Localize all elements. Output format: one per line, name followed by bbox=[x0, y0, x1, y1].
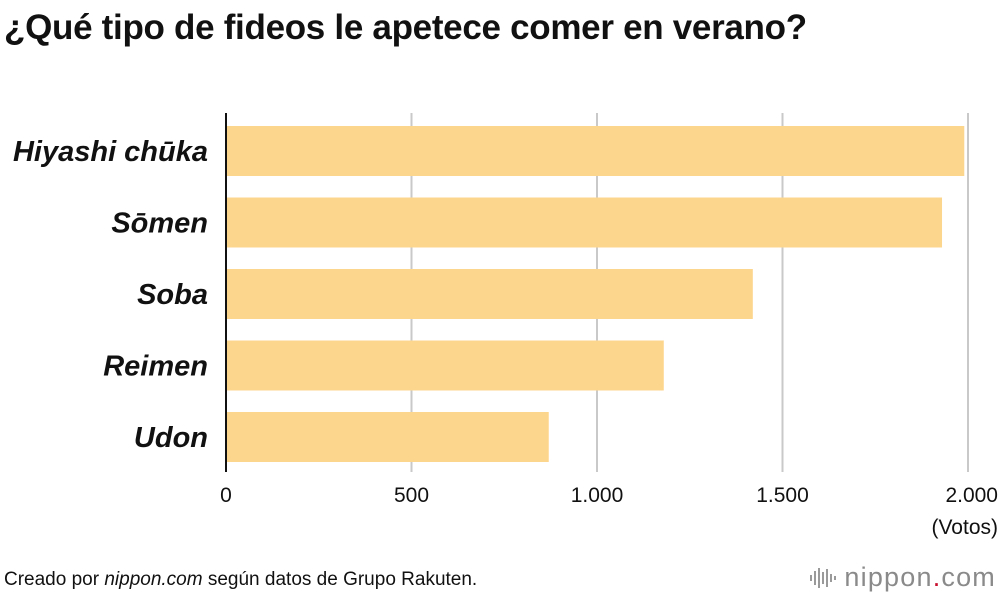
bar bbox=[226, 340, 664, 391]
category-label: Sōmen bbox=[111, 208, 208, 240]
bar bbox=[226, 197, 943, 248]
logo-tld: com bbox=[941, 562, 996, 592]
sound-wave-icon bbox=[810, 567, 837, 588]
source-note: Creado por nippon.com según datos de Gru… bbox=[4, 569, 477, 591]
x-tick-label: 1.500 bbox=[756, 484, 809, 507]
source-site: nippon.com bbox=[104, 569, 203, 590]
x-axis-ticks: 0 500 1.000 1.500 2.000 (Votos) bbox=[220, 484, 998, 539]
x-tick-label: 1.000 bbox=[571, 484, 624, 507]
bars bbox=[226, 126, 965, 462]
chart-title: ¿Qué tipo de fideos le apetece comer en … bbox=[4, 8, 807, 47]
source-prefix: Creado por bbox=[4, 569, 105, 590]
x-tick-label: 2.000 bbox=[945, 484, 998, 507]
source-suffix: según datos de Grupo Rakuten. bbox=[202, 569, 478, 590]
category-labels: Hiyashi chūka Sōmen Soba Reimen Udon bbox=[13, 136, 208, 454]
category-label: Reimen bbox=[103, 351, 208, 383]
bar bbox=[226, 126, 965, 176]
nippon-logo: nippon.com bbox=[809, 562, 996, 593]
logo-wordmark: nippon.com bbox=[844, 562, 996, 593]
logo-dot: . bbox=[932, 562, 942, 592]
category-label: Soba bbox=[137, 279, 208, 311]
x-tick-label: 500 bbox=[394, 484, 429, 507]
bar-chart: Hiyashi chūka Sōmen Soba Reimen Udon 0 500 1.0… bbox=[13, 113, 998, 539]
category-label: Hiyashi chūka bbox=[13, 136, 208, 168]
bar bbox=[226, 269, 753, 319]
bar bbox=[226, 412, 549, 462]
logo-name: nippon bbox=[844, 562, 933, 592]
category-label: Udon bbox=[134, 422, 208, 454]
x-axis-unit: (Votos) bbox=[931, 516, 998, 539]
x-tick-label: 0 bbox=[220, 484, 232, 507]
